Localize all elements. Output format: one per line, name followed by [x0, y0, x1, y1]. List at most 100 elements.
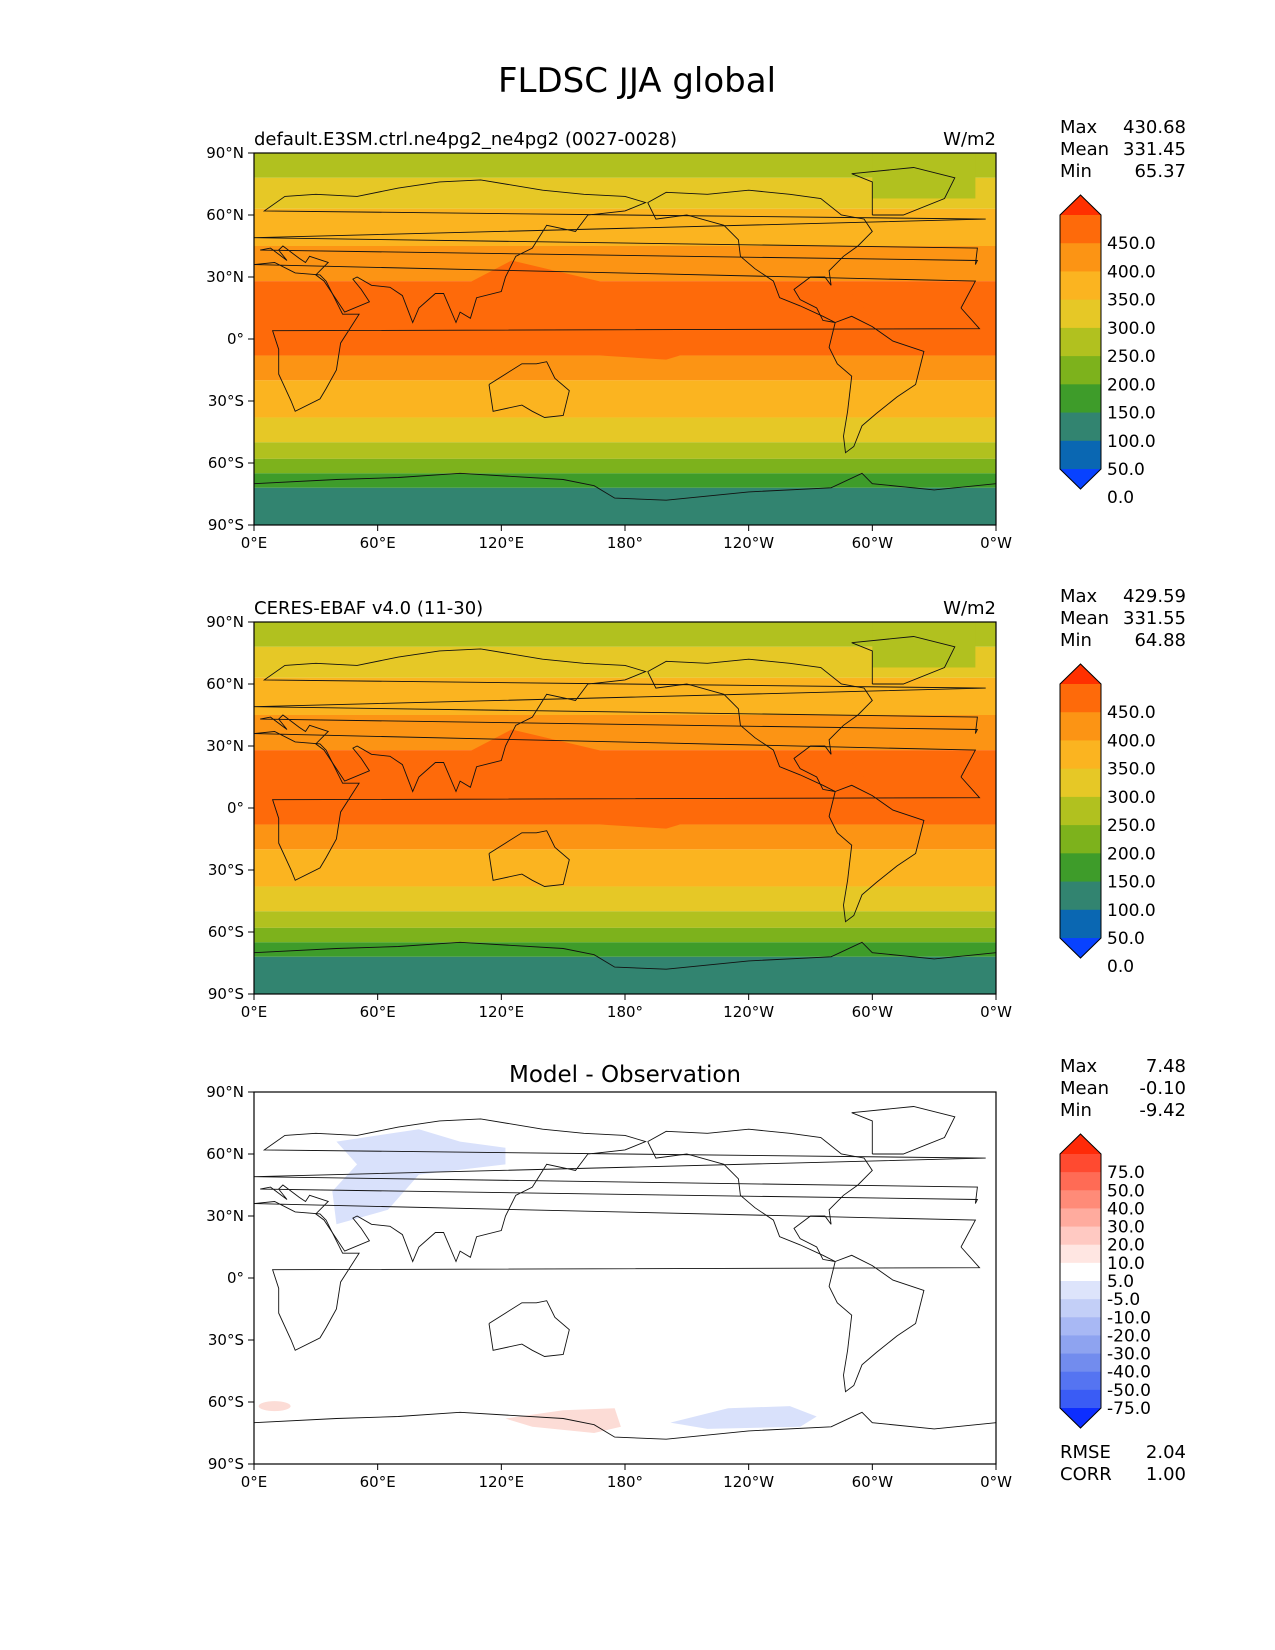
colorbar-tick-label: 75.0: [1107, 1163, 1145, 1183]
colorbar-tick-label: -20.0: [1107, 1326, 1151, 1346]
lon-tick-label: 0°W: [980, 1003, 1012, 1021]
map-band: [254, 849, 996, 887]
colorbar-tick-label: 300.0: [1107, 319, 1156, 339]
colorbar-segment: [1060, 796, 1101, 826]
colorbar-segment: [1060, 412, 1101, 442]
map-band: [254, 911, 996, 928]
colorbar-segment: [1060, 1208, 1101, 1228]
lon-tick-label: 120°W: [723, 1003, 774, 1021]
colorbar-outline: [1059, 663, 1102, 959]
map-band: [254, 942, 996, 957]
colorbar-tick-label: -5.0: [1107, 1290, 1140, 1310]
lat-tick-label: 90°N: [206, 144, 244, 162]
figure-title: FLDSC JJA global: [498, 61, 776, 101]
antarctica-coastline: [253, 1411, 997, 1440]
map-field-difference: [254, 1092, 996, 1464]
map-band: [254, 677, 996, 715]
colorbar-segment: [1060, 1262, 1101, 1282]
lat-tick-label: 60°S: [208, 923, 244, 941]
lat-tick-label: 60°N: [206, 675, 244, 693]
stat-value: 430.68: [1123, 117, 1186, 138]
lat-tick-label: 90°S: [208, 516, 244, 534]
colorbar-tick-label: 450.0: [1107, 234, 1156, 254]
colorbar-segment: [1060, 1353, 1101, 1373]
colorbar-segment: [1060, 215, 1101, 244]
map-band: [254, 886, 996, 912]
stat-value: 1.00: [1146, 1464, 1186, 1485]
colorbar-segment: [1060, 271, 1101, 301]
lon-tick-label: 60°W: [852, 1473, 894, 1491]
lon-tick-label: 120°E: [479, 1473, 525, 1491]
colorbar-segment: [1060, 356, 1101, 385]
stat-value: 64.88: [1134, 630, 1186, 651]
colorbar-tick-label: 250.0: [1107, 816, 1156, 836]
continent-outline: [488, 361, 570, 418]
colorbar-segment: [1060, 881, 1101, 911]
colorbar-tick-label: 200.0: [1107, 844, 1156, 864]
colorbar-extend-max: [1060, 1134, 1101, 1154]
map-band: [254, 824, 996, 850]
continent-outline: [488, 830, 570, 887]
continent-outline: [647, 189, 873, 323]
stat-label: Max: [1060, 1056, 1098, 1077]
colorbar-tick-label: -75.0: [1107, 1399, 1151, 1419]
colorbar-segment: [1060, 825, 1101, 854]
continent-outline: [253, 731, 981, 881]
stat-label: Mean: [1060, 608, 1109, 629]
colorbar-tick-label: 100.0: [1107, 432, 1156, 452]
greenland-region: [872, 622, 976, 668]
continent-outline: [851, 167, 956, 216]
lon-tick-label: 0°W: [980, 534, 1012, 552]
continent-outline: [851, 1106, 956, 1155]
stat-value: 7.48: [1146, 1056, 1186, 1077]
colorbar-extend-min: [1060, 469, 1101, 489]
continent-outline: [253, 648, 986, 793]
lon-tick-label: 60°W: [852, 534, 894, 552]
colorbar-segment: [1060, 440, 1101, 470]
continent-outline: [488, 1300, 570, 1357]
lat-tick-label: 30°S: [208, 861, 244, 879]
stat-value: 429.59: [1123, 586, 1186, 607]
colorbar: 450.0 400.0 350.0 300.0 250.0 200.0 150.0 100.0…: [1059, 194, 1156, 508]
coastlines: [253, 167, 997, 501]
colorbar: 450.0 400.0 350.0 300.0 250.0 200.0 150.0 100.0…: [1059, 663, 1156, 977]
lon-tick-label: 60°E: [360, 1473, 396, 1491]
stat-value: 331.55: [1123, 608, 1186, 629]
map-field-reference: [254, 622, 996, 994]
stat-value: -9.42: [1139, 1100, 1186, 1121]
lon-tick-label: 180°: [607, 1473, 643, 1491]
warm-pool-region: [357, 260, 873, 360]
colorbar-segment: [1060, 1317, 1101, 1336]
colorbar-tick-label: 200.0: [1107, 375, 1156, 395]
colorbar-segment: [1060, 1371, 1101, 1391]
colorbar-segment: [1060, 1226, 1101, 1246]
panel-test: 90°N 60°N 30°N 0° 30°S 60°S 90°S0°E 60°E 120°E 18…: [206, 117, 1186, 552]
colorbar-tick-label: 0.0: [1107, 488, 1134, 508]
lon-tick-label: 180°: [607, 1003, 643, 1021]
panel-title: CERES-EBAF v4.0 (11-30): [254, 598, 483, 619]
lat-tick-label: 0°: [227, 799, 244, 817]
lat-tick-label: 30°N: [206, 737, 244, 755]
colorbar-tick-label: 350.0: [1107, 291, 1156, 311]
map-band: [254, 380, 996, 418]
lat-tick-label: 30°N: [206, 1207, 244, 1225]
colorbar-segment: [1060, 1244, 1101, 1264]
lon-tick-label: 0°E: [241, 1003, 268, 1021]
lat-tick-label: 90°N: [206, 1083, 244, 1101]
map-band: [254, 956, 996, 994]
stat-label: Min: [1060, 161, 1092, 182]
colorbar-tick-label: -50.0: [1107, 1381, 1151, 1401]
continent-outline: [647, 1128, 873, 1262]
lat-tick-label: 0°: [227, 330, 244, 348]
colorbar-segment: [1060, 712, 1101, 741]
panel-title: Model - Observation: [509, 1062, 741, 1088]
colorbar-tick-label: 50.0: [1107, 460, 1145, 480]
colorbar-tick-label: 50.0: [1107, 929, 1145, 949]
colorbar-tick-label: 300.0: [1107, 788, 1156, 808]
warm-pool-region: [357, 729, 873, 829]
stat-label: Min: [1060, 630, 1092, 651]
units-label: W/m2: [943, 598, 996, 619]
continent-outline: [253, 262, 981, 412]
colorbar-outline: [1059, 194, 1102, 490]
colorbar-tick-label: 50.0: [1107, 1181, 1145, 1201]
